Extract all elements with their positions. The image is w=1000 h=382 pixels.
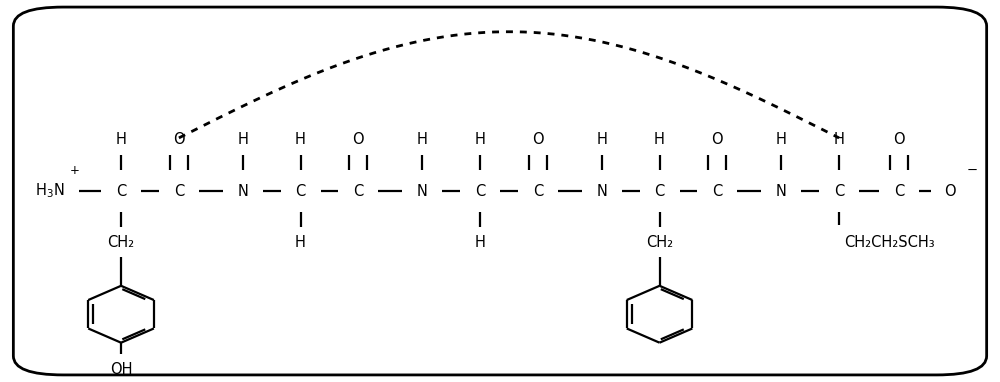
Text: CH₂CH₂SCH₃: CH₂CH₂SCH₃ [844, 235, 935, 250]
Text: N: N [776, 183, 787, 199]
Text: H: H [475, 132, 485, 147]
Text: CH₂: CH₂ [107, 235, 135, 250]
Text: H: H [475, 235, 485, 250]
Text: OH: OH [110, 362, 132, 377]
Text: C: C [475, 183, 485, 199]
Text: H: H [417, 132, 428, 147]
Text: N: N [237, 183, 248, 199]
Text: H: H [654, 132, 665, 147]
Text: H: H [596, 132, 607, 147]
Text: O: O [532, 132, 544, 147]
Text: O: O [712, 132, 723, 147]
Text: C: C [712, 183, 723, 199]
Text: +: + [70, 163, 80, 176]
Text: −: − [967, 163, 978, 176]
FancyBboxPatch shape [13, 7, 987, 375]
Text: C: C [654, 183, 665, 199]
Text: H: H [116, 132, 126, 147]
Text: H: H [295, 235, 306, 250]
Text: C: C [834, 183, 844, 199]
Text: C: C [295, 183, 306, 199]
Text: C: C [116, 183, 126, 199]
Text: $\rm H_3N$: $\rm H_3N$ [35, 182, 64, 200]
Text: C: C [174, 183, 184, 199]
Text: N: N [417, 183, 428, 199]
Text: H: H [237, 132, 248, 147]
Text: H: H [295, 132, 306, 147]
Text: C: C [894, 183, 904, 199]
Text: O: O [353, 132, 364, 147]
Text: CH₂: CH₂ [646, 235, 673, 250]
Text: C: C [353, 183, 364, 199]
Text: H: H [776, 132, 787, 147]
Text: $\rm O$: $\rm O$ [944, 183, 957, 199]
Text: H: H [834, 132, 844, 147]
Text: N: N [596, 183, 607, 199]
Text: O: O [173, 132, 185, 147]
Text: C: C [533, 183, 543, 199]
Text: O: O [893, 132, 905, 147]
